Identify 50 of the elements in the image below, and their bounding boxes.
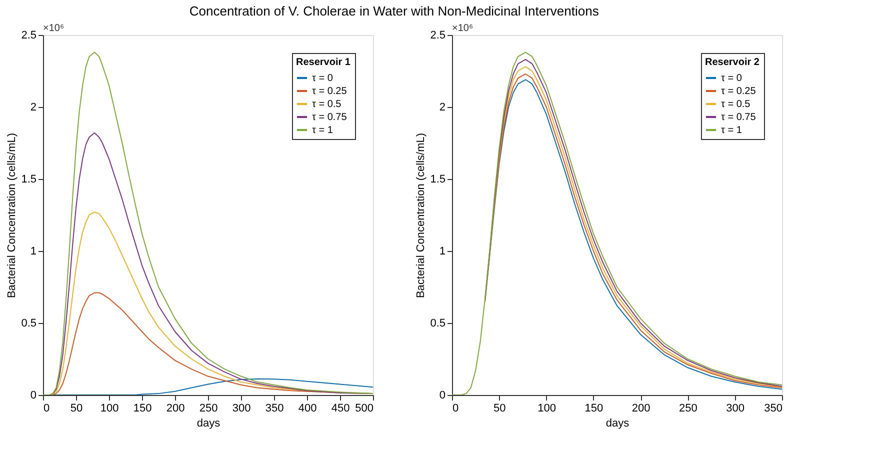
y-tick-label: 2: [439, 102, 446, 114]
x-tick-label: 250: [679, 402, 698, 414]
legend-label: τ = 1: [721, 125, 742, 136]
legend-title: Reservoir 1: [296, 57, 351, 68]
x-tick-label: 0: [452, 402, 459, 414]
y-tick-label: 0: [30, 390, 36, 402]
y-axis-title: Bacterial Concentration (cells/mL): [415, 132, 428, 298]
y-tick-label: 0.5: [430, 318, 446, 330]
x-tick-label: 150: [584, 402, 604, 414]
legend-label: τ = 0: [721, 73, 742, 84]
text: ×10⁶: [452, 23, 474, 34]
y-tick-label: 1.5: [430, 174, 446, 186]
y-tick-label: 1: [439, 246, 446, 258]
x-axis-title: days: [196, 418, 221, 430]
x-tick-label: 250: [199, 402, 218, 414]
x-tick-label: 100: [100, 402, 119, 414]
x-tick-label: 500: [355, 402, 374, 414]
x-tick-label: 200: [166, 402, 185, 414]
y-tick-label: 2.5: [21, 30, 36, 42]
x-tick-label: 350: [265, 402, 284, 414]
legend-title: Reservoir 2: [705, 57, 760, 68]
x-tick-label: 400: [298, 402, 317, 414]
x-axis-title: days: [606, 418, 630, 430]
y-tick-label: 0.5: [21, 318, 36, 330]
x-tick-label: 50: [494, 402, 506, 414]
y-tick-label: 2: [30, 102, 36, 114]
y-tick-label: 0: [439, 390, 446, 402]
text: ×10⁶: [43, 23, 64, 34]
chart-title: Concentration of V. Cholerae in Water with Non-Medicinal Interventions: [189, 4, 600, 18]
x-tick-label: 150: [133, 402, 152, 414]
x-tick-label: 300: [726, 402, 745, 414]
legend-label: τ = 0.5: [312, 99, 342, 110]
x-tick-label: 350: [764, 402, 782, 414]
x-tick-label: 300: [232, 402, 251, 414]
y-tick-label: 1: [30, 246, 36, 258]
x-tick-label: 200: [632, 402, 650, 414]
x-tick-label: 50: [70, 402, 83, 414]
legend-label: τ = 0: [312, 73, 334, 84]
x-tick-label: 100: [538, 402, 556, 414]
y-tick-label: 2.5: [430, 30, 446, 42]
y-axis-title: Bacterial Concentration (cells/mL): [6, 132, 18, 298]
y-tick-label: 1.5: [21, 174, 36, 186]
legend-label: τ = 0.25: [312, 86, 348, 97]
legend-label: τ = 0.25: [721, 86, 756, 97]
legend-label: τ = 0.75: [312, 112, 348, 123]
legend-label: τ = 0.75: [721, 112, 756, 123]
x-tick-label: 0: [44, 402, 50, 414]
x-tick-label: 450: [331, 402, 350, 414]
legend-label: τ = 0.5: [721, 99, 751, 110]
legend-label: τ = 1: [312, 125, 334, 136]
